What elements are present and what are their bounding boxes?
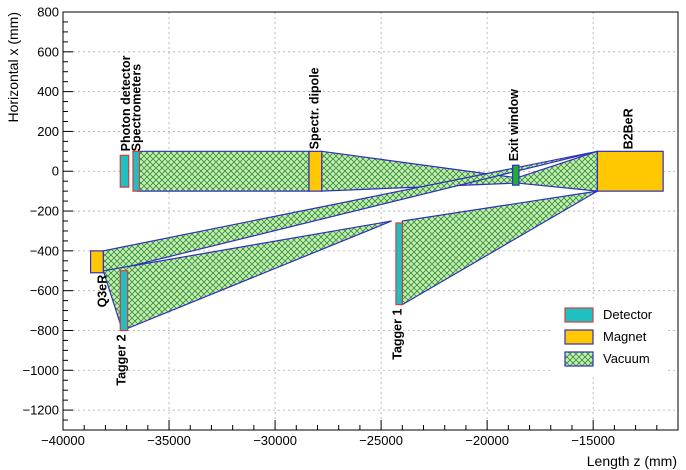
q3er-element	[89, 250, 104, 274]
x-tick-label: −15000	[571, 433, 615, 448]
y-axis: −1200 −1000 −800 −600 −400 −200 0 200 400 600 800	[22, 5, 73, 431]
y-tick-label: −400	[30, 243, 59, 258]
x-tick-label: −20000	[465, 433, 509, 448]
beamline-elements	[89, 150, 664, 332]
tagger-1-label: Tagger 1	[390, 309, 404, 360]
tagger-2-element	[119, 270, 129, 332]
photon-detector-element	[119, 154, 130, 188]
legend-label-vacuum: Vacuum	[603, 351, 650, 366]
x-tick-label: −30000	[253, 433, 297, 448]
vacuum-region	[136, 150, 310, 192]
y-tick-label: 200	[37, 124, 59, 139]
legend: Detector Magnet Vacuum	[553, 300, 665, 376]
y-tick-label: −200	[30, 204, 59, 219]
spectr-dipole-label: Spectr. dipole	[308, 67, 322, 149]
x-axis: −40000 −35000 −30000 −25000 −20000 −15000	[41, 420, 679, 448]
y-tick-label: −1200	[22, 403, 59, 418]
x-axis-title: Length z (mm)	[587, 453, 677, 469]
spectrometers-label: Spectrometers	[130, 64, 144, 152]
legend-swatch-vacuum	[564, 351, 594, 367]
exit-window-element	[511, 164, 520, 186]
b2ber-element	[596, 150, 664, 192]
y-tick-label: 600	[37, 44, 59, 59]
tagger-1-element	[395, 222, 403, 306]
legend-swatch-detector	[564, 307, 594, 323]
x-tick-label: −35000	[147, 433, 191, 448]
y-tick-label: 0	[52, 164, 59, 179]
x-tick-label: −25000	[359, 433, 403, 448]
photon-detector-label: Photon detector	[119, 55, 133, 151]
legend-label-detector: Detector	[603, 307, 653, 322]
legend-swatch-magnet	[564, 329, 594, 345]
exit-window-label: Exit window	[507, 89, 521, 162]
spectr-dipole-element	[308, 150, 323, 192]
x-tick-label: −40000	[41, 433, 85, 448]
vacuum-region	[102, 220, 392, 332]
y-tick-label: 800	[37, 5, 59, 20]
q3er-label: Q3eR	[96, 275, 110, 308]
y-axis-title: Horizontal x (mm)	[5, 12, 21, 122]
y-tick-label: −800	[30, 323, 59, 338]
tagger-2-label: Tagger 2	[115, 334, 129, 385]
legend-label-magnet: Magnet	[603, 329, 647, 344]
b2ber-label: B2BeR	[622, 108, 636, 149]
y-tick-label: −1000	[22, 363, 59, 378]
y-tick-label: −600	[30, 283, 59, 298]
y-tick-label: 400	[37, 84, 59, 99]
spectrometers-element	[132, 150, 140, 192]
